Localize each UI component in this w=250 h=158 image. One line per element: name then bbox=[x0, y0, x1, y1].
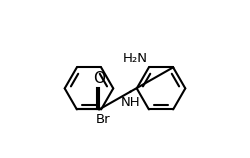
Text: Br: Br bbox=[95, 113, 110, 126]
Text: O: O bbox=[93, 71, 105, 86]
Text: NH: NH bbox=[121, 96, 141, 109]
Text: H₂N: H₂N bbox=[123, 52, 148, 66]
